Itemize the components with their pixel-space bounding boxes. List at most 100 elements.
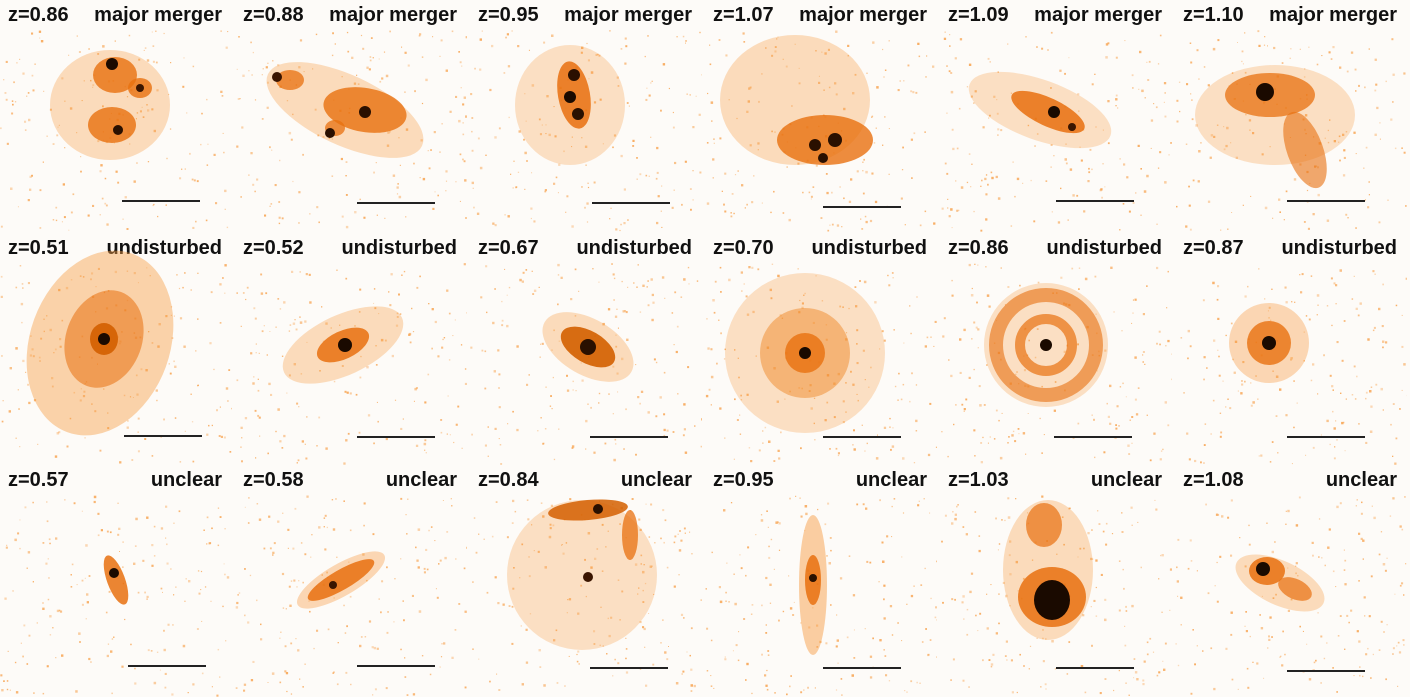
galaxy-panel: z=0.57 unclear <box>0 465 232 697</box>
redshift-label: z=0.57 <box>8 469 69 491</box>
classification-label: unclear <box>620 469 692 491</box>
scale-bar <box>122 200 200 202</box>
classification-label: major merger <box>1269 4 1397 26</box>
background-noise <box>705 495 937 696</box>
background-noise <box>470 263 702 465</box>
classification-label: unclear <box>150 469 222 491</box>
classification-label: major merger <box>94 4 222 26</box>
galaxy-image <box>1003 500 1093 640</box>
redshift-label: z=0.52 <box>243 237 304 259</box>
redshift-label: z=0.70 <box>713 237 774 259</box>
galaxy-panel: z=0.87 undisturbed <box>1175 233 1407 465</box>
redshift-label: z=0.95 <box>478 4 539 26</box>
galaxy-panel: z=0.67 undisturbed <box>470 233 702 465</box>
redshift-label: z=0.67 <box>478 237 539 259</box>
galaxy-image <box>542 312 634 382</box>
scale-bar <box>128 665 206 667</box>
galaxy-image <box>725 273 885 433</box>
background-noise <box>941 495 1172 696</box>
galaxy-panel: z=1.10 major merger <box>1175 0 1407 232</box>
galaxy-image <box>507 499 657 650</box>
galaxy-image <box>282 306 404 384</box>
redshift-label: z=1.07 <box>713 4 774 26</box>
redshift-label: z=0.95 <box>713 469 774 491</box>
background-noise <box>235 495 467 696</box>
scale-bar <box>1287 436 1365 438</box>
classification-label: unclear <box>1090 469 1162 491</box>
scale-bar <box>823 206 901 208</box>
galaxy-image <box>515 45 625 165</box>
classification-label: undisturbed <box>341 237 457 259</box>
scale-bar <box>357 665 435 667</box>
scale-bar <box>357 436 435 438</box>
scale-bar <box>124 435 202 437</box>
redshift-label: z=1.03 <box>948 469 1009 491</box>
scale-bar <box>592 202 670 204</box>
galaxy-image <box>1235 554 1325 612</box>
redshift-label: z=1.08 <box>1183 469 1244 491</box>
galaxy-panel: z=1.09 major merger <box>940 0 1172 232</box>
galaxy-image <box>26 250 174 436</box>
galaxy-panel: z=0.84 unclear <box>470 465 702 697</box>
classification-label: unclear <box>855 469 927 491</box>
galaxy-image <box>296 551 386 609</box>
classification-label: unclear <box>385 469 457 491</box>
scale-bar <box>823 667 901 669</box>
classification-label: unclear <box>1325 469 1397 491</box>
galaxy-image <box>968 71 1112 149</box>
galaxy-panel: z=1.08 unclear <box>1175 465 1407 697</box>
galaxy-panel: z=0.58 unclear <box>235 465 467 697</box>
scale-bar <box>590 436 668 438</box>
redshift-label: z=0.58 <box>243 469 304 491</box>
classification-label: major merger <box>1034 4 1162 26</box>
scale-bar <box>1287 670 1365 672</box>
galaxy-image <box>50 50 170 160</box>
scale-bar <box>823 436 901 438</box>
background-noise <box>1180 268 1407 465</box>
scale-bar <box>1054 436 1132 438</box>
background-noise <box>0 495 230 697</box>
galaxy-panel: z=0.70 undisturbed <box>705 233 937 465</box>
redshift-label: z=0.86 <box>8 4 69 26</box>
scale-bar <box>357 202 435 204</box>
galaxy-image <box>720 35 873 165</box>
classification-label: undisturbed <box>1281 237 1397 259</box>
scale-bar <box>1056 667 1134 669</box>
galaxy-panel: z=0.95 unclear <box>705 465 937 697</box>
scale-bar <box>1287 200 1365 202</box>
redshift-label: z=0.87 <box>1183 237 1244 259</box>
classification-label: undisturbed <box>1046 237 1162 259</box>
galaxy-panel: z=0.86 major merger <box>0 0 232 232</box>
background-noise <box>0 30 229 231</box>
scale-bar <box>1056 200 1134 202</box>
galaxy-panel: z=0.86 undisturbed <box>940 233 1172 465</box>
galaxy-panel: z=1.03 unclear <box>940 465 1172 697</box>
classification-label: major merger <box>799 4 927 26</box>
background-noise <box>941 31 1172 232</box>
classification-label: undisturbed <box>811 237 927 259</box>
redshift-label: z=0.51 <box>8 237 69 259</box>
classification-label: undisturbed <box>106 237 222 259</box>
redshift-label: z=0.86 <box>948 237 1009 259</box>
redshift-label: z=1.10 <box>1183 4 1244 26</box>
galaxy-image <box>103 555 129 605</box>
galaxy-panel: z=0.95 major merger <box>470 0 702 232</box>
galaxy-panel: z=0.52 undisturbed <box>235 233 467 465</box>
galaxy-image <box>799 515 827 655</box>
redshift-label: z=0.88 <box>243 4 304 26</box>
background-noise <box>470 30 702 232</box>
galaxy-panel: z=0.88 major merger <box>235 0 467 232</box>
galaxy-image <box>1195 65 1355 189</box>
galaxy-image <box>266 62 424 158</box>
galaxy-image <box>1229 303 1309 383</box>
classification-label: major merger <box>329 4 457 26</box>
classification-label: undisturbed <box>576 237 692 259</box>
scale-bar <box>590 667 668 669</box>
classification-label: major merger <box>564 4 692 26</box>
galaxy-panel: z=0.51 undisturbed <box>0 233 232 465</box>
redshift-label: z=0.84 <box>478 469 539 491</box>
background-noise <box>236 263 467 465</box>
galaxy-panel: z=1.07 major merger <box>705 0 937 232</box>
galaxy-image <box>984 283 1108 407</box>
